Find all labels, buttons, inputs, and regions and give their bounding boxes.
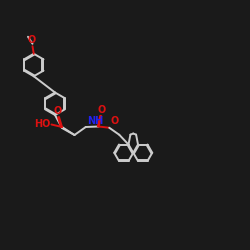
Text: O: O	[28, 35, 36, 45]
Text: NH: NH	[87, 116, 103, 126]
Text: O: O	[54, 106, 62, 116]
Text: O: O	[97, 105, 106, 115]
Text: O: O	[110, 116, 118, 126]
Text: HO: HO	[34, 120, 50, 130]
